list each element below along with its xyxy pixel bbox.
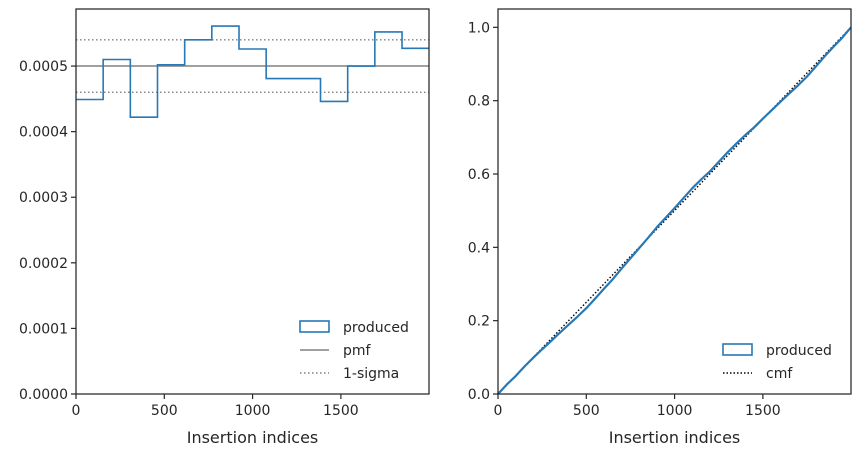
right-xtick-label: 500 (573, 403, 600, 419)
left-chart: 0 500 1000 1500 0.00000.00010.00020.00030.0… (19, 8, 430, 447)
right-ytick-label: 0.4 (468, 240, 490, 256)
legend-swatch-produced (299, 320, 330, 333)
legend-label-sigma: 1-sigma (343, 366, 399, 382)
right-xtick-label: 1500 (745, 403, 781, 419)
left-ytick-label: 0.0005 (19, 59, 68, 75)
right-ytick-label: 0.6 (468, 167, 490, 183)
left-x-axis-label: Insertion indices (187, 428, 319, 447)
legend-label-produced: produced (343, 320, 409, 336)
left-ytick-label: 0.0002 (19, 256, 68, 272)
left-ytick-label: 0.0000 (19, 387, 68, 403)
left-sigma-lines (76, 39, 429, 93)
right-ytick-label: 0.0 (468, 387, 490, 403)
right-produced-line (497, 26, 852, 395)
legend-swatch-produced-right (722, 343, 753, 356)
left-ytick-label: 0.0003 (19, 190, 68, 206)
right-ytick-label: 1.0 (468, 20, 490, 36)
right-xtick-label: 1000 (657, 403, 693, 419)
left-ytick-label: 0.0004 (19, 125, 68, 141)
right-x-ticks: 0 500 1000 1500 (494, 394, 781, 419)
left-histogram (76, 25, 429, 119)
histogram-produced (76, 25, 429, 119)
right-ytick-label: 0.2 (468, 314, 490, 330)
legend-label-pmf: pmf (343, 343, 372, 359)
left-xtick-label: 500 (151, 403, 178, 419)
right-plot-frame (497, 8, 852, 395)
right-legend: produced cmf (722, 343, 832, 382)
right-x-axis-label: Insertion indices (609, 428, 741, 447)
left-legend: produced pmf 1-sigma (299, 320, 409, 382)
left-xtick-label: 1000 (235, 403, 271, 419)
right-xtick-label: 0 (494, 403, 503, 419)
right-y-ticks: 0.0 0.2 0.4 0.6 0.8 1.0 (468, 20, 498, 403)
left-xtick-label: 0 (72, 403, 81, 419)
legend-label-produced-right: produced (766, 343, 832, 359)
left-y-ticks: 0.0000 0.0001 0.0002 0.0003 0.0004 0.0005 (19, 59, 76, 403)
right-chart: 0 500 1000 1500 0.0 0.2 0.4 0.6 0.8 1.0 Insertio… (468, 8, 852, 447)
produced-line (497, 26, 852, 395)
right-ytick-label: 0.8 (468, 94, 490, 110)
cmf-line (497, 26, 852, 395)
left-ytick-label: 0.0001 (19, 321, 68, 337)
legend-label-cmf: cmf (766, 366, 793, 382)
right-cmf-line (497, 26, 852, 395)
left-xtick-label: 1500 (323, 403, 359, 419)
left-x-ticks: 0 500 1000 1500 (72, 394, 359, 419)
